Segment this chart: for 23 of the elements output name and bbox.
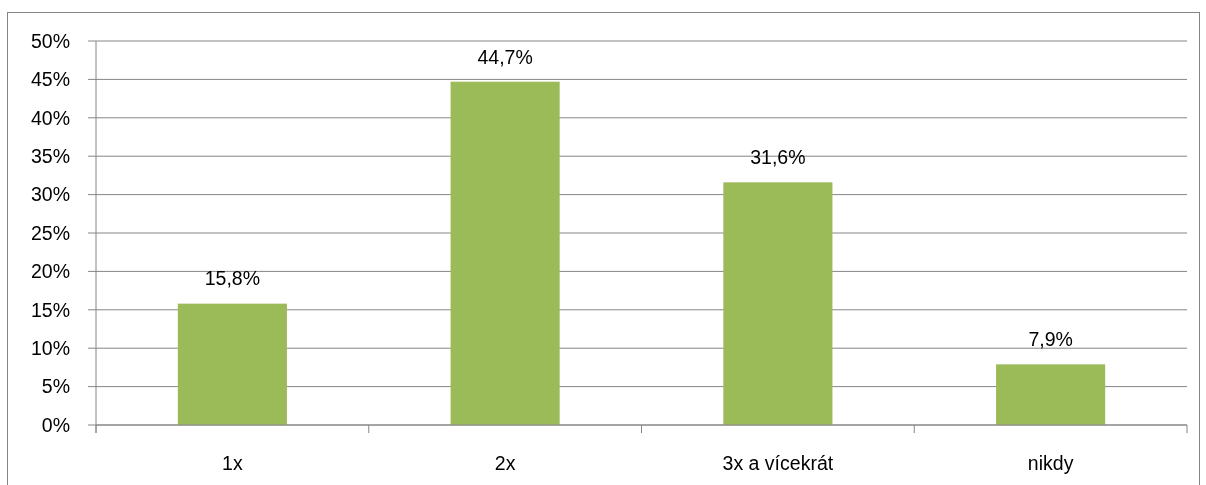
bar bbox=[177, 303, 287, 425]
x-tick-label: 3x a vícekrát bbox=[722, 451, 834, 474]
y-tick-label: 45% bbox=[30, 68, 70, 91]
x-tick-label: 1x bbox=[222, 451, 243, 474]
data-label: 7,9% bbox=[1028, 328, 1073, 351]
y-tick-label: 0% bbox=[41, 413, 70, 436]
x-tick-label: nikdy bbox=[1027, 451, 1074, 474]
y-tick-label: 50% bbox=[30, 29, 70, 52]
y-tick-label: 30% bbox=[30, 183, 70, 206]
x-tick-label: 2x bbox=[494, 451, 516, 474]
data-label: 15,8% bbox=[204, 267, 261, 290]
y-tick-label: 25% bbox=[30, 221, 70, 244]
y-tick-label: 5% bbox=[41, 375, 70, 398]
bar bbox=[450, 81, 560, 425]
y-tick-label: 20% bbox=[30, 260, 70, 283]
bar bbox=[723, 182, 833, 425]
y-tick-label: 15% bbox=[30, 298, 70, 321]
bar bbox=[996, 364, 1106, 425]
y-tick-label: 35% bbox=[30, 145, 70, 168]
y-tick-label: 40% bbox=[30, 106, 70, 129]
data-label: 44,7% bbox=[477, 45, 533, 68]
data-label: 31,6% bbox=[750, 146, 806, 169]
y-tick-label: 10% bbox=[30, 337, 70, 360]
